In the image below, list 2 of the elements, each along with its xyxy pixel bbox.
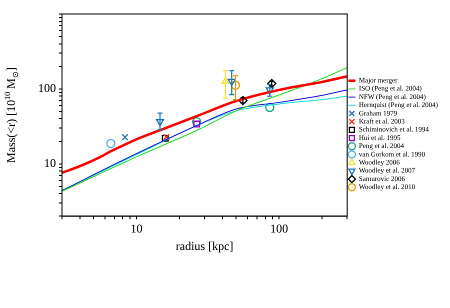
x-axis-title: radius [kpc] [176,238,234,253]
y-axis-title: Mass(<r) [1010 M⊙] [3,67,20,163]
